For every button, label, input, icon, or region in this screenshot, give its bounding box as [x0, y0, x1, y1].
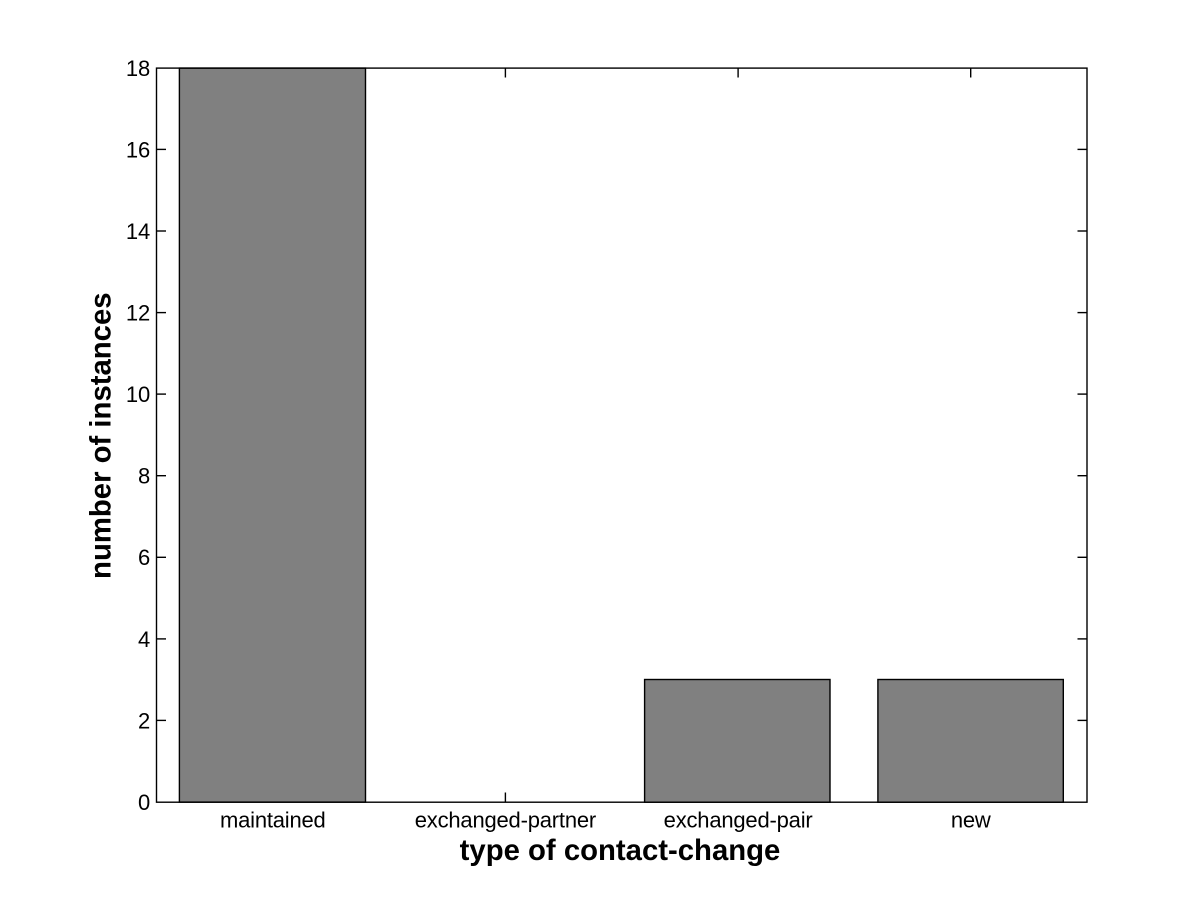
svg-text:exchanged-pair: exchanged-pair — [664, 807, 813, 832]
svg-text:16: 16 — [126, 137, 150, 162]
svg-text:4: 4 — [138, 627, 150, 652]
svg-text:type of contact-change: type of contact-change — [460, 834, 781, 867]
svg-text:10: 10 — [126, 382, 150, 407]
svg-text:maintained: maintained — [220, 807, 326, 832]
svg-text:12: 12 — [126, 301, 150, 326]
svg-text:18: 18 — [126, 56, 150, 81]
svg-text:new: new — [951, 807, 991, 832]
svg-text:number of instances: number of instances — [84, 292, 117, 579]
svg-text:exchanged-partner: exchanged-partner — [415, 807, 596, 832]
svg-text:8: 8 — [138, 464, 150, 489]
svg-text:14: 14 — [126, 219, 150, 244]
svg-text:2: 2 — [138, 708, 150, 733]
svg-text:0: 0 — [138, 790, 150, 815]
svg-text:6: 6 — [138, 545, 150, 570]
